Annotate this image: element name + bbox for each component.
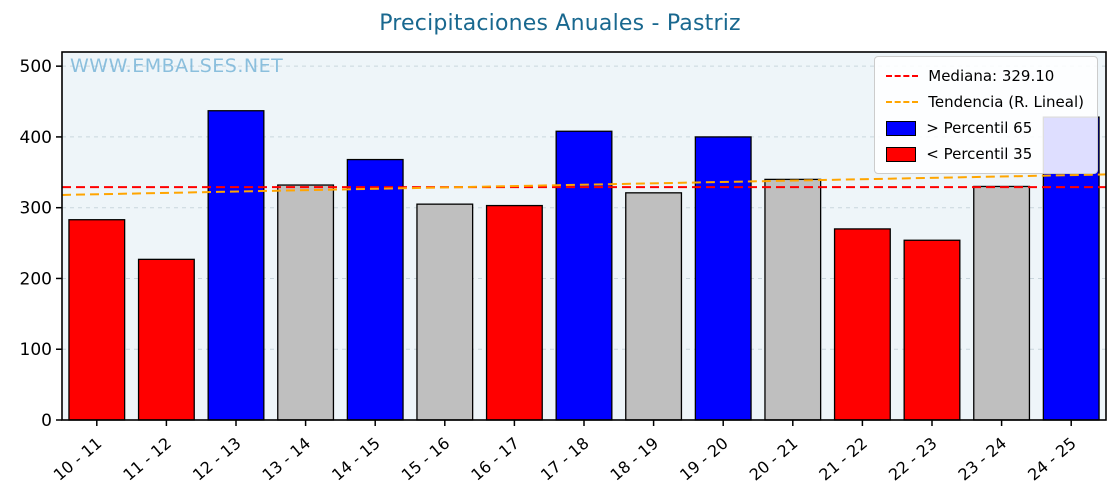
legend-label-trend: Tendencia (R. Lineal) bbox=[928, 93, 1084, 111]
y-tick-label-300: 300 bbox=[20, 199, 52, 219]
bar-14-15 bbox=[346, 158, 404, 421]
chart-title: Precipitaciones Anuales - Pastriz bbox=[379, 11, 741, 36]
median-dashed-line-swatch bbox=[886, 75, 919, 77]
legend-label-p65: > Percentil 65 bbox=[926, 119, 1033, 137]
x-tick-label-9: 19 - 20 bbox=[676, 434, 732, 485]
x-tick-label-7: 17 - 18 bbox=[537, 434, 593, 485]
bar-11-12 bbox=[137, 258, 195, 421]
legend-label-p35: < Percentil 35 bbox=[926, 145, 1033, 163]
legend-item-p35: < Percentil 35 bbox=[886, 145, 1032, 163]
trend-dashed-line-swatch bbox=[886, 101, 919, 103]
bar-21-22 bbox=[833, 228, 891, 421]
x-tick-label-6: 16 - 17 bbox=[467, 434, 523, 485]
bar-17-18 bbox=[555, 130, 613, 421]
trend-line bbox=[61, 173, 1107, 196]
x-tick-label-12: 22 - 23 bbox=[885, 434, 941, 485]
legend: Mediana: 329.10 Tendencia (R. Lineal) > … bbox=[874, 56, 1098, 174]
watermark: WWW.EMBALSES.NET bbox=[70, 55, 284, 77]
x-tick-label-11: 21 - 22 bbox=[815, 434, 871, 485]
x-tick-label-14: 24 - 25 bbox=[1024, 434, 1080, 485]
bar-16-17 bbox=[485, 204, 543, 421]
red-bar-swatch bbox=[886, 146, 917, 162]
x-tick-label-5: 15 - 16 bbox=[398, 434, 454, 485]
y-tick-label-100: 100 bbox=[20, 340, 52, 360]
legend-item-p65: > Percentil 65 bbox=[886, 119, 1032, 137]
y-tick-label-500: 500 bbox=[20, 57, 52, 77]
bar-12-13 bbox=[207, 110, 265, 421]
x-tick-label-13: 23 - 24 bbox=[955, 434, 1011, 485]
blue-bar-swatch bbox=[886, 120, 917, 136]
x-tick-label-8: 18 - 19 bbox=[607, 434, 663, 485]
bar-19-20 bbox=[694, 136, 752, 421]
bar-23-24 bbox=[973, 185, 1031, 421]
bar-15-16 bbox=[416, 203, 474, 421]
x-tick-label-0: 10 - 11 bbox=[50, 434, 106, 485]
y-tick-label-400: 400 bbox=[20, 128, 52, 148]
bar-20-21 bbox=[764, 178, 822, 421]
bar-22-23 bbox=[903, 239, 961, 421]
x-tick-label-1: 11 - 12 bbox=[119, 434, 175, 485]
y-tick-label-200: 200 bbox=[20, 269, 52, 289]
x-tick-label-10: 20 - 21 bbox=[746, 434, 802, 485]
legend-item-trend: Tendencia (R. Lineal) bbox=[886, 93, 1084, 111]
bar-18-19 bbox=[625, 192, 683, 421]
legend-item-median: Mediana: 329.10 bbox=[886, 67, 1054, 85]
bar-10-11 bbox=[68, 219, 126, 421]
y-tick-label-0: 0 bbox=[41, 411, 52, 431]
x-tick-label-2: 12 - 13 bbox=[189, 434, 245, 485]
bar-13-14 bbox=[277, 184, 335, 421]
x-tick-label-3: 13 - 14 bbox=[259, 434, 315, 485]
legend-label-median: Mediana: 329.10 bbox=[928, 67, 1055, 85]
x-tick-label-4: 14 - 15 bbox=[328, 434, 384, 485]
